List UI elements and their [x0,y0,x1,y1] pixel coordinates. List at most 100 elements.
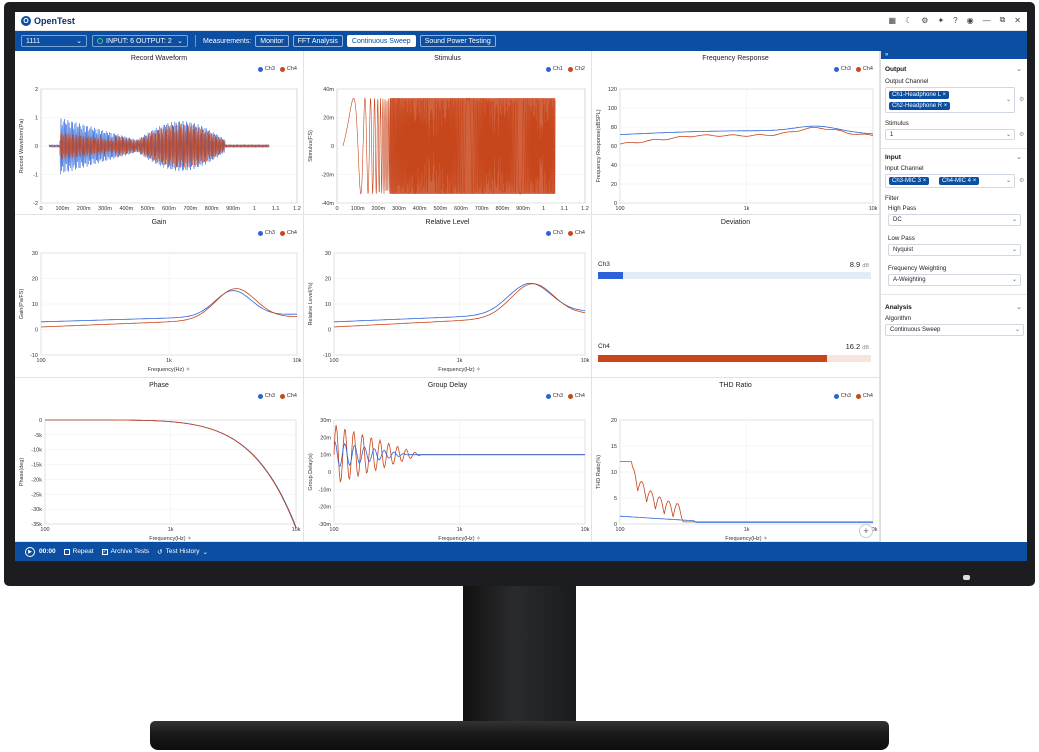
input-section-title[interactable]: Input [885,154,901,161]
x-tick-label: 1.1 [561,206,569,212]
y-axis-label: Phase(deg) [19,458,25,487]
y-axis-label: THD Ratio(%) [596,455,602,489]
output-section-title[interactable]: Output [885,66,907,73]
panel-gain: Gain Ch3 Ch4 30 20 10 0 -10 100 1k 10k Frequency… [15,215,304,378]
repeat-checkbox[interactable]: Repeat [63,548,94,555]
tag-label: Ch1-Headphone L [892,92,941,98]
analysis-section-title[interactable]: Analysis [885,304,912,311]
mode-fft-analysis[interactable]: FFT Analysis [292,35,343,47]
close-icon[interactable]: × [922,178,927,184]
lowpass-label: Low Pass [888,235,915,242]
legend: Ch3 Ch4 [833,393,873,399]
output-channel-select[interactable]: Ch1-Headphone L × Ch2-Headphone R × ⌄ [885,87,1015,113]
x-axis-label: Frequency(Hz) ✧ [725,535,768,542]
legend-item[interactable]: Ch1 [545,66,563,72]
y-tick-label: 1 [35,116,38,122]
legend-item[interactable]: Ch4 [567,393,585,399]
deviation-ch3-track [598,272,871,279]
panel-thd-ratio: THD Ratio Ch3 Ch4 20 15 10 5 0 100 1k 10k Freque… [592,378,880,542]
legend-item[interactable]: Ch3 [833,393,851,399]
close-icon[interactable]: ✕ [1014,15,1021,25]
debug-icon[interactable]: ✦ [937,15,945,25]
y-tick-label: -20m [318,505,331,511]
legend-item[interactable]: Ch4 [279,66,297,72]
y-tick-label: 120 [608,87,617,93]
y-tick-label: -15k [31,463,42,469]
legend-item[interactable]: Ch3 [545,230,563,236]
y-tick-label: -10k [31,448,42,454]
tag-label: Ch4-MIC 4 [942,178,972,184]
record-waveform-plot[interactable]: 210-1-20 100m 200m 300m 400m 500m 600m 700m 800m… [15,51,304,215]
settings-icon[interactable]: ⚙ [1019,178,1025,184]
restore-icon[interactable]: ⧉ [999,15,1006,24]
y-tick-label: 0 [39,418,42,424]
archive-checkbox[interactable]: ✓ Archive Tests [101,548,149,555]
chevron-down-icon[interactable]: ⌄ [1016,304,1022,311]
chevron-down-icon: ⌄ [1011,217,1017,223]
close-icon[interactable]: × [972,178,977,184]
project-select[interactable]: 1111 ⌄ [21,35,87,47]
legend-item[interactable]: Ch3 [257,66,275,72]
legend-item[interactable]: Ch4 [855,393,873,399]
deviation-ch3-value: 8.9 [849,260,861,269]
ch3-curve [333,440,585,467]
y-tick-label: 20 [611,182,617,188]
stimulus-select[interactable]: 1 ⌄ [885,129,1015,140]
y-tick-label: 10m [320,453,331,459]
settings-icon[interactable]: ⚙ [921,15,929,25]
legend-item[interactable]: Ch4 [279,230,297,236]
io-select[interactable]: INPUT: 6 OUTPUT: 2 ⌄ [92,35,188,47]
legend-item[interactable]: Ch3 [257,393,275,399]
grid-icon[interactable]: ▦ [888,15,897,25]
chevron-down-icon: ⌄ [1005,132,1011,138]
moon-icon[interactable]: ☾ [905,15,913,25]
mode-continuous-sweep[interactable]: Continuous Sweep [346,35,416,47]
settings-icon[interactable]: ⚙ [1019,132,1025,138]
mode-monitor[interactable]: Monitor [255,35,289,47]
play-icon[interactable]: ▶ [25,546,35,557]
legend-item[interactable]: Ch3 [833,66,851,72]
close-icon[interactable]: × [942,92,947,98]
legend-label: Ch3 [264,393,275,399]
help-icon[interactable]: ? [953,15,958,25]
x-axis-label: Frequency(Hz) ✧ [148,366,191,373]
legend-item[interactable]: Ch4 [567,230,585,236]
lowpass-select[interactable]: Nyquist ⌄ [888,244,1021,256]
sidebar-collapse-button[interactable]: » [881,51,1027,59]
legend-item[interactable]: Ch4 [279,393,297,399]
panel-phase: Phase Ch3 Ch4 0 -5k -10k -15k -20k -25k -30k -3… [15,378,304,542]
title-bar: O OpenTest ▦ ☾ ⚙ ✦ ? ◉ — ⧉ ✕ [15,12,1027,31]
series-dot-icon [279,393,285,399]
mode-sound-power-testing[interactable]: Sound Power Testing [419,35,496,47]
legend-item[interactable]: Ch2 [567,66,585,72]
user-icon[interactable]: ◉ [966,15,974,25]
legend-item[interactable]: Ch3 [257,230,275,236]
chevron-down-icon[interactable]: ⌄ [1016,154,1022,161]
input-channel-select[interactable]: Ch3-MIC 3 × Ch4-MIC 4 × ⌄ [885,174,1015,188]
test-history-button[interactable]: ↺ Test History ⌄ [157,548,208,556]
minimize-icon[interactable]: — [982,15,991,25]
x-tick-label: 800m [205,206,219,212]
close-icon[interactable]: × [943,103,948,109]
highpass-select[interactable]: DC ⌄ [888,214,1021,226]
add-icon[interactable]: + [859,524,873,538]
chevron-down-icon[interactable]: ⌄ [1016,66,1022,73]
y-tick-label: 10 [325,302,331,308]
deviation-ch3-label: Ch3 [598,261,610,268]
panel-deviation: Deviation Ch3 8.9 dB Ch4 16.2 dB [592,215,880,378]
weighting-select[interactable]: A-Weighting ⌄ [888,274,1021,286]
legend-item[interactable]: Ch4 [855,66,873,72]
algorithm-select[interactable]: Continuous Sweep ⌄ [885,324,1024,336]
series-dot-icon [833,66,839,72]
legend-item[interactable]: Ch3 [545,393,563,399]
settings-icon[interactable]: ⚙ [1019,97,1025,103]
series-dot-icon [545,230,551,236]
highpass-label: High Pass [888,205,917,212]
